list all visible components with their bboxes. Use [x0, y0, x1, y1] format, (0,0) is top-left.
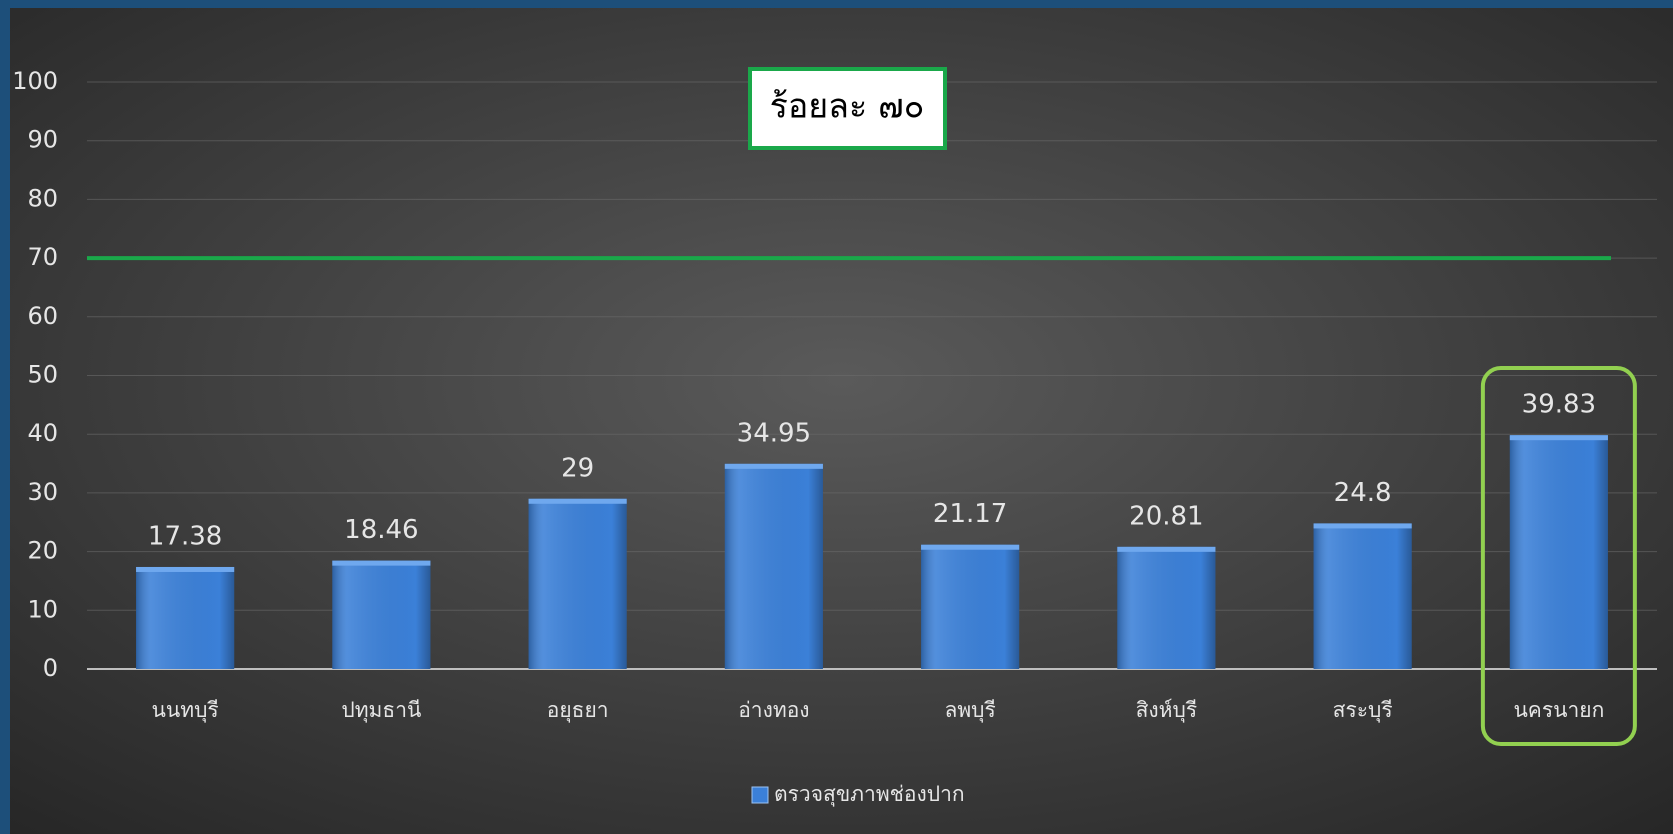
bar-shade: [1313, 523, 1412, 669]
data-label: 21.17: [933, 499, 1007, 529]
bar-shade: [332, 560, 431, 669]
bar-cap: [528, 498, 627, 504]
y-tick-label: 70: [27, 243, 58, 271]
x-tick-label: นนทบุรี: [152, 698, 219, 723]
y-tick-label: 100: [12, 67, 58, 95]
x-tick-label: สิงห์บุรี: [1136, 698, 1198, 723]
bar-shade: [1509, 435, 1608, 669]
reference-label: ร้อยละ ๗๐: [770, 87, 925, 127]
y-tick-label: 10: [27, 595, 58, 623]
x-tick-label: นครนายก: [1513, 698, 1604, 722]
data-label: 29: [561, 453, 594, 483]
bar-cap: [332, 560, 431, 566]
bar-shade: [1117, 546, 1216, 669]
bar-cap: [1509, 435, 1608, 441]
data-label: 34.95: [737, 418, 811, 448]
highlight-box: [1480, 366, 1637, 746]
y-tick-label: 0: [43, 654, 58, 682]
legend-swatch: [751, 786, 769, 804]
y-tick-label: 60: [27, 302, 58, 330]
data-label: 24.8: [1334, 478, 1392, 508]
y-tick-label: 50: [27, 361, 58, 389]
x-tick-label: ปทุมธานี: [341, 698, 421, 723]
bar-shade: [921, 544, 1020, 669]
reference-label-box: [748, 67, 947, 150]
bar-shade: [724, 463, 823, 669]
x-tick-label: สระบุรี: [1333, 698, 1393, 723]
bar-cap: [921, 544, 1020, 550]
y-tick-label: 30: [27, 478, 58, 506]
bar-shade: [136, 566, 235, 669]
y-tick-label: 80: [27, 184, 58, 212]
bar-cap: [136, 566, 235, 572]
y-tick-label: 90: [27, 126, 58, 154]
bar-cap: [724, 463, 823, 469]
bar-cap: [1117, 546, 1216, 552]
x-tick-label: อ่างทอง: [738, 698, 809, 722]
y-tick-label: 20: [27, 537, 58, 565]
legend-label: ตรวจสุขภาพช่องปาก: [774, 782, 965, 807]
data-label: 39.83: [1522, 390, 1596, 420]
data-label: 17.38: [148, 521, 222, 551]
bar-shade: [528, 498, 627, 669]
y-tick-label: 40: [27, 419, 58, 447]
data-label: 20.81: [1129, 501, 1203, 531]
x-tick-label: อยุธยา: [547, 698, 609, 723]
bar-cap: [1313, 523, 1412, 529]
data-label: 18.46: [344, 515, 418, 545]
x-tick-label: ลพบุรี: [944, 698, 995, 723]
